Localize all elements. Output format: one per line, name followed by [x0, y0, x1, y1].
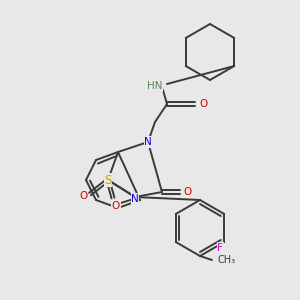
- Text: N: N: [131, 194, 139, 204]
- Text: N: N: [144, 137, 152, 147]
- Text: HN: HN: [147, 81, 163, 91]
- Text: S: S: [104, 173, 112, 187]
- Text: F: F: [217, 243, 223, 253]
- Text: O: O: [112, 201, 120, 211]
- Text: CH₃: CH₃: [217, 255, 235, 265]
- Text: O: O: [184, 187, 192, 197]
- Text: O: O: [79, 191, 87, 201]
- Text: O: O: [199, 99, 207, 109]
